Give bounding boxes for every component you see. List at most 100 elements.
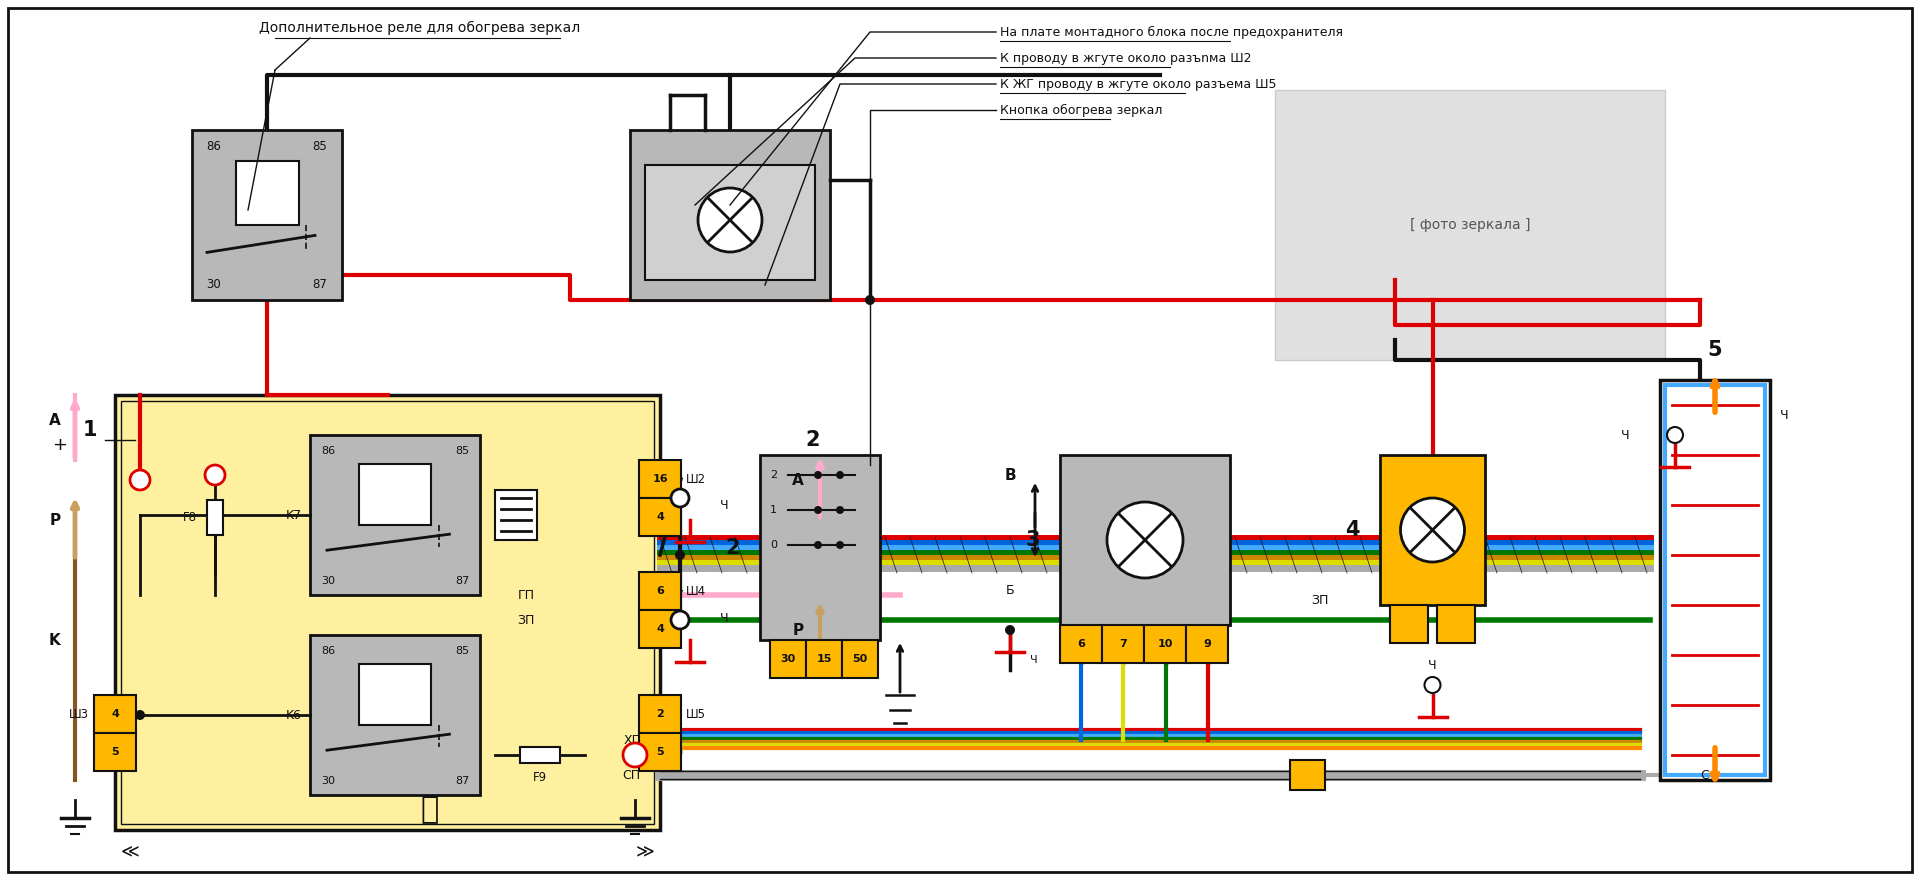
Bar <box>520 747 561 763</box>
Bar <box>1380 455 1484 605</box>
Text: K6: K6 <box>286 708 301 722</box>
Text: F9: F9 <box>534 771 547 783</box>
Bar <box>760 455 879 640</box>
Text: 30: 30 <box>321 776 334 786</box>
Bar <box>359 664 430 724</box>
Circle shape <box>670 489 689 507</box>
Bar <box>1102 625 1144 663</box>
Text: F8: F8 <box>182 510 198 524</box>
Text: На плате монтадного блока после предохранителя: На плате монтадного блока после предохра… <box>1000 26 1342 39</box>
Bar <box>639 498 682 536</box>
Circle shape <box>1400 498 1465 562</box>
Bar <box>495 490 538 540</box>
Circle shape <box>1667 427 1684 443</box>
Text: 9: 9 <box>1204 639 1212 649</box>
Bar <box>1436 605 1475 643</box>
Bar <box>1144 625 1187 663</box>
Bar <box>645 165 814 280</box>
Text: 5: 5 <box>1707 340 1722 360</box>
Bar <box>770 640 806 678</box>
Bar <box>806 640 843 678</box>
Circle shape <box>131 470 150 490</box>
Text: 5: 5 <box>111 747 119 757</box>
Bar <box>115 395 660 830</box>
Text: Ч: Ч <box>1620 429 1630 442</box>
Circle shape <box>670 611 689 629</box>
Text: 2: 2 <box>770 470 778 480</box>
Bar <box>236 161 298 225</box>
Text: Кнопка обогрева зеркал: Кнопка обогрева зеркал <box>1000 104 1162 116</box>
Text: СП: СП <box>622 768 639 781</box>
Circle shape <box>699 188 762 252</box>
Text: 1: 1 <box>770 505 778 515</box>
Circle shape <box>835 471 845 479</box>
Text: ГП: ГП <box>518 589 536 602</box>
Text: Ш5: Ш5 <box>685 708 707 721</box>
Text: ЗП: ЗП <box>518 613 536 627</box>
Circle shape <box>622 743 647 767</box>
Bar <box>1060 455 1231 625</box>
Bar <box>639 460 682 498</box>
Text: 87: 87 <box>455 576 468 586</box>
Circle shape <box>835 506 845 514</box>
Text: 4: 4 <box>657 624 664 634</box>
Text: Дополнительное реле для обогрева зеркал: Дополнительное реле для обогрева зеркал <box>259 21 580 35</box>
Bar <box>843 640 877 678</box>
Text: Ш4: Ш4 <box>685 584 707 598</box>
Text: 2: 2 <box>806 430 820 450</box>
Text: ХГ: ХГ <box>624 734 639 746</box>
Bar <box>207 500 223 535</box>
Text: A: A <box>793 473 804 488</box>
Text: 3: 3 <box>1025 530 1041 550</box>
Text: +: + <box>52 436 67 454</box>
Text: 86: 86 <box>321 446 336 456</box>
Bar <box>121 401 655 824</box>
Text: Ш2: Ш2 <box>685 473 707 486</box>
Text: ⚿: ⚿ <box>420 796 440 825</box>
Text: 85: 85 <box>313 140 328 152</box>
Text: 1: 1 <box>83 420 98 440</box>
Bar <box>309 435 480 595</box>
Bar <box>639 610 682 648</box>
Circle shape <box>134 710 146 720</box>
Circle shape <box>835 541 845 549</box>
Circle shape <box>1425 677 1440 693</box>
Text: С: С <box>1699 768 1709 781</box>
Text: Б: Б <box>1006 583 1014 597</box>
Bar <box>1275 90 1665 360</box>
Text: 4: 4 <box>111 709 119 719</box>
Text: 85: 85 <box>455 446 468 456</box>
Text: 2: 2 <box>726 538 739 558</box>
Bar <box>1665 385 1764 775</box>
Circle shape <box>1108 502 1183 578</box>
Text: 5: 5 <box>657 747 664 757</box>
Text: 50: 50 <box>852 654 868 664</box>
Text: Ч: Ч <box>1428 658 1436 671</box>
Bar <box>359 464 430 524</box>
Circle shape <box>866 295 876 305</box>
Text: 7: 7 <box>1119 639 1127 649</box>
Circle shape <box>676 550 685 560</box>
Circle shape <box>1004 625 1016 635</box>
Text: К проводу в жгуте около разъnма Ш2: К проводу в жгуте около разъnма Ш2 <box>1000 52 1252 64</box>
Text: 85: 85 <box>455 646 468 656</box>
Text: 6: 6 <box>1077 639 1085 649</box>
Bar <box>630 130 829 300</box>
Text: 15: 15 <box>816 654 831 664</box>
Text: Ч: Ч <box>720 612 728 625</box>
Bar <box>94 695 136 733</box>
Text: B: B <box>1004 467 1016 482</box>
Bar <box>1661 380 1770 780</box>
Text: 2: 2 <box>657 709 664 719</box>
Text: Ш3: Ш3 <box>69 708 88 721</box>
Text: 86: 86 <box>207 140 221 152</box>
Text: 10: 10 <box>1158 639 1173 649</box>
Bar <box>1390 605 1428 643</box>
Text: 6: 6 <box>657 586 664 596</box>
Bar <box>192 130 342 300</box>
Text: 0: 0 <box>770 540 778 550</box>
Text: P: P <box>793 622 804 637</box>
Text: K: K <box>50 633 61 648</box>
Text: 4: 4 <box>1346 520 1359 540</box>
Text: К ЖГ проводу в жгуте около разъема Ш5: К ЖГ проводу в жгуте около разъема Ш5 <box>1000 77 1277 91</box>
